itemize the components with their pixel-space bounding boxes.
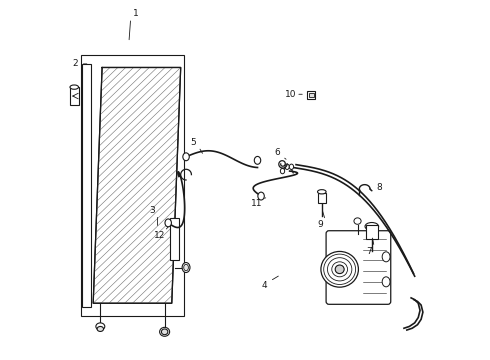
Text: 8: 8 [376, 183, 382, 192]
Polygon shape [93, 67, 181, 303]
Ellipse shape [382, 252, 390, 262]
Bar [309, 93, 314, 97]
Ellipse shape [327, 258, 352, 281]
Ellipse shape [161, 329, 168, 335]
Text: 2: 2 [73, 59, 78, 68]
Ellipse shape [182, 262, 190, 273]
Text: 6: 6 [274, 148, 280, 157]
Bar [170, 217, 179, 260]
Ellipse shape [335, 265, 344, 274]
Text: 4: 4 [262, 281, 268, 290]
Text: 7: 7 [366, 247, 372, 256]
Ellipse shape [318, 190, 326, 194]
Ellipse shape [280, 168, 285, 174]
Text: 11: 11 [251, 199, 262, 208]
Bar [318, 193, 326, 203]
Text: 1: 1 [133, 9, 139, 18]
Bar [307, 91, 316, 99]
Ellipse shape [258, 192, 264, 200]
Bar [81, 55, 184, 316]
Ellipse shape [365, 222, 379, 230]
Ellipse shape [285, 164, 289, 170]
Ellipse shape [96, 323, 105, 330]
Ellipse shape [160, 327, 170, 336]
Ellipse shape [184, 264, 188, 271]
FancyBboxPatch shape [326, 231, 391, 304]
Ellipse shape [382, 277, 390, 287]
Ellipse shape [336, 265, 344, 273]
Ellipse shape [289, 164, 294, 170]
Ellipse shape [354, 218, 361, 224]
Ellipse shape [324, 254, 356, 284]
Ellipse shape [254, 157, 261, 164]
Ellipse shape [70, 85, 78, 89]
Bar [366, 225, 378, 239]
Text: 10: 10 [285, 90, 296, 99]
Ellipse shape [165, 219, 172, 227]
Text: 3: 3 [149, 206, 155, 215]
Text: 12: 12 [153, 231, 165, 240]
Text: 5: 5 [190, 138, 196, 147]
Ellipse shape [183, 153, 189, 161]
Bar [82, 64, 92, 307]
Ellipse shape [321, 251, 358, 287]
Ellipse shape [97, 327, 103, 332]
Bar [70, 87, 79, 105]
Ellipse shape [332, 262, 347, 277]
Text: 9: 9 [317, 220, 323, 229]
